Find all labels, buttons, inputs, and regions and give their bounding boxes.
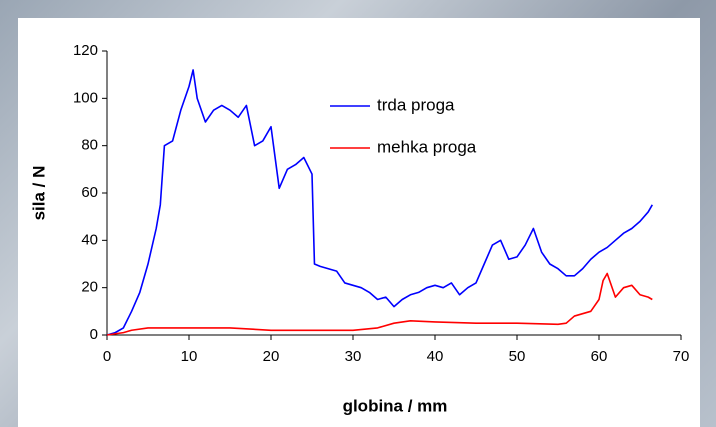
x-axis-title: globina / mm [343, 396, 448, 415]
x-tick-label: 20 [263, 348, 280, 365]
y-tick-label: 120 [73, 42, 98, 59]
y-tick-label: 100 [73, 89, 98, 106]
y-tick-label: 0 [90, 326, 98, 343]
y-tick-label: 20 [81, 279, 98, 296]
x-tick-label: 40 [427, 348, 444, 365]
y-tick-label: 40 [81, 231, 98, 248]
x-tick-label: 70 [673, 348, 690, 365]
x-tick-label: 60 [591, 348, 608, 365]
series-line [106, 272, 653, 336]
x-tick-label: 10 [181, 348, 198, 365]
legend-label: trda proga [377, 95, 455, 114]
series-line [106, 69, 653, 336]
y-tick-label: 80 [81, 137, 98, 154]
x-tick-label: 0 [103, 348, 111, 365]
y-tick-label: 60 [81, 184, 98, 201]
x-tick-label: 30 [345, 348, 362, 365]
legend-label: mehka proga [377, 137, 477, 156]
y-axis-title: sila / N [29, 166, 48, 221]
chart-panel [18, 18, 700, 427]
x-tick-label: 50 [509, 348, 526, 365]
